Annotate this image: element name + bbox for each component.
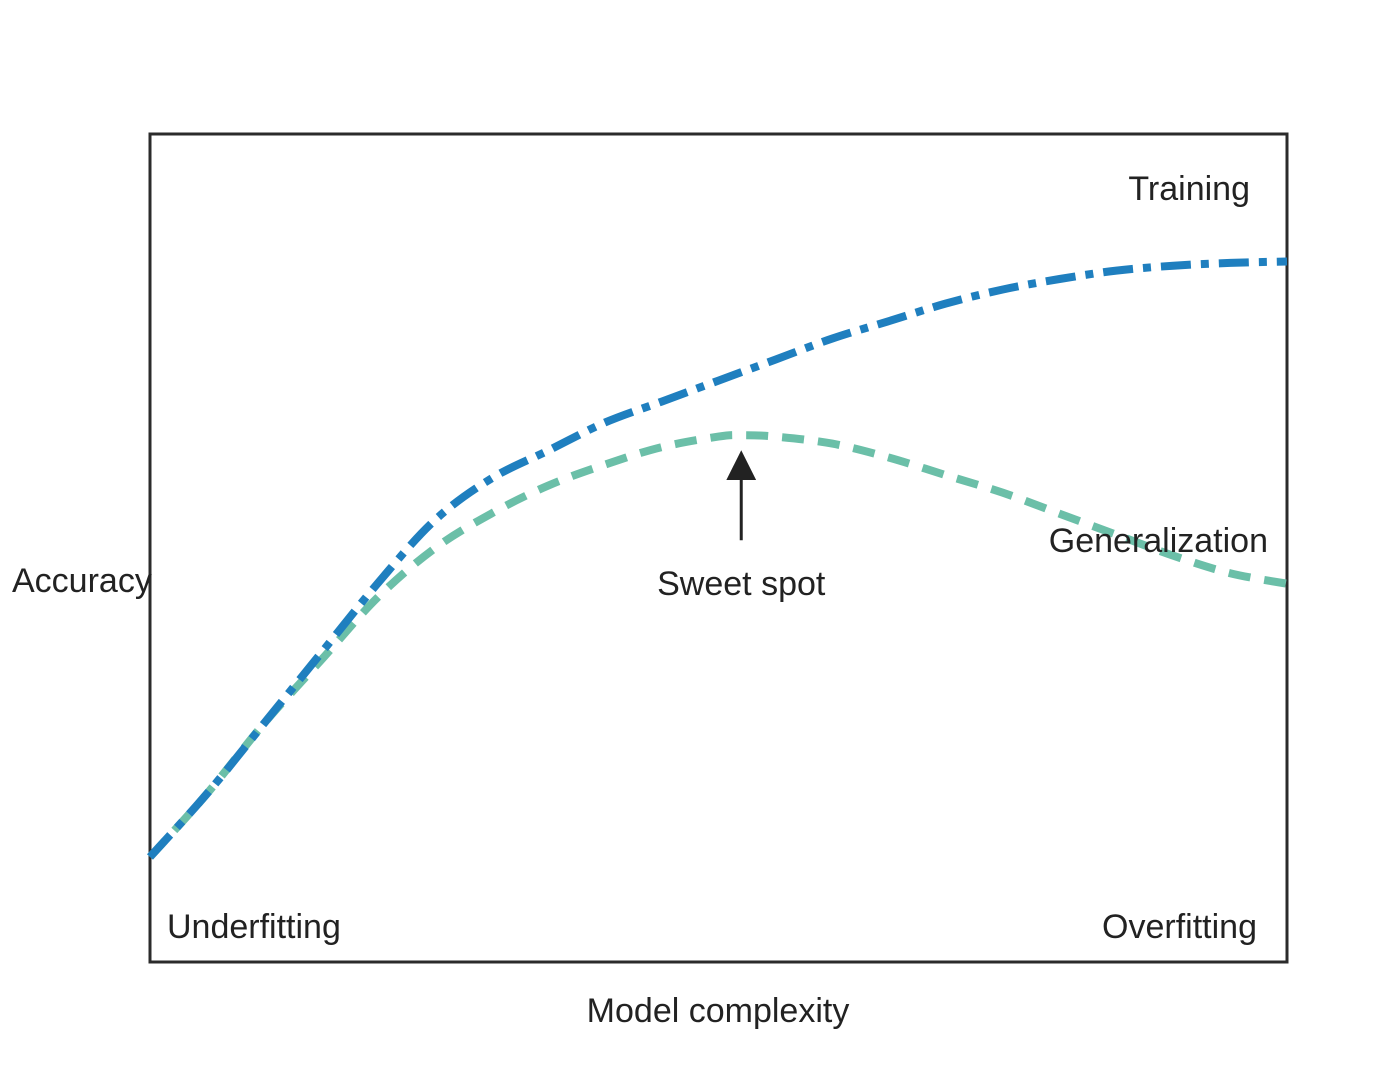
overfitting-label: Overfitting (1102, 908, 1257, 946)
series-layer (147, 257, 1288, 860)
plot-frame (148, 132, 1289, 964)
series-line-generalization (147, 431, 1288, 860)
underfitting-label: Underfitting (167, 908, 341, 946)
x-axis-label: Model complexity (587, 992, 850, 1030)
series-line-training (147, 257, 1288, 860)
annotation-layer: Sweet spot Underfitting Overfitting Trai… (167, 170, 1268, 946)
y-axis-label: Accuracy (12, 562, 152, 600)
generalization-series-label: Generalization (1049, 522, 1268, 560)
training-series-label: Training (1128, 170, 1250, 208)
sweet-spot-label: Sweet spot (657, 565, 826, 603)
